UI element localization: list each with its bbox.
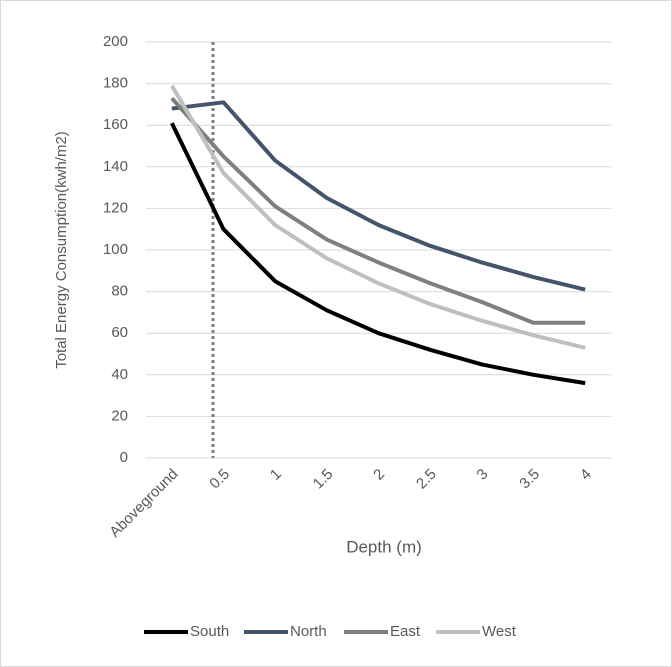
y-tick-label: 60	[111, 324, 128, 341]
y-tick-label: 80	[111, 283, 128, 300]
legend-label: West	[482, 623, 517, 640]
legend-label: East	[390, 623, 421, 640]
series-line	[170, 96, 586, 325]
series-line	[171, 100, 586, 292]
y-tick-label: 20	[111, 407, 128, 424]
y-tick-label: 0	[120, 449, 128, 466]
y-tick-label: 140	[103, 158, 128, 175]
series-line	[170, 84, 586, 350]
y-tick-label: 180	[103, 75, 128, 92]
y-tick-label: 160	[103, 116, 128, 133]
legend-label: South	[190, 623, 229, 640]
series-line	[170, 122, 586, 386]
y-tick-label: 120	[103, 199, 128, 216]
y-axis-label: Total Energy Consumption(kwh/m2)	[53, 131, 70, 369]
y-tick-label: 40	[111, 366, 128, 383]
x-axis-label: Depth (m)	[346, 537, 422, 556]
y-tick-label: 100	[103, 241, 128, 258]
legend-label: North	[290, 623, 327, 640]
y-tick-label: 200	[103, 33, 128, 50]
